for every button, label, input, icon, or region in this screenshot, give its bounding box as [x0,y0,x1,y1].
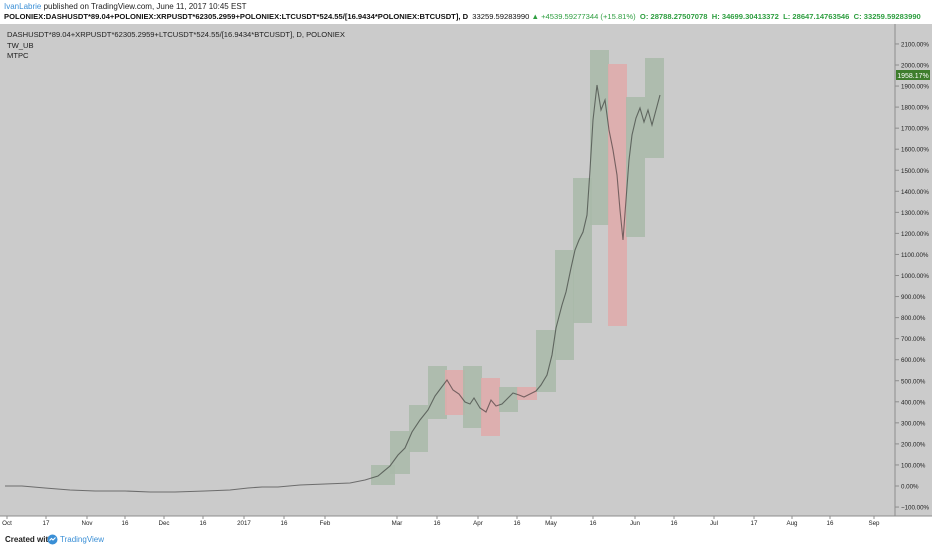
last-value-tag [896,70,930,80]
up-arrow-icon: ▲ [531,12,539,21]
y-tick-label: 1700.00% [901,126,929,133]
y-tick-label: 2100.00% [901,41,929,48]
x-tick-label: 16 [514,520,521,527]
y-tick-label: 700.00% [901,336,926,343]
range-box [445,370,465,415]
x-tick-label: May [545,520,558,527]
y-tick-label: 1400.00% [901,189,929,196]
range-box [590,50,609,225]
y-tick-label: 300.00% [901,420,926,427]
chart-header: IvanLabrie published on TradingView.com,… [0,0,932,24]
created-with-label: Created with [5,535,54,544]
legend-line-2: TW_UB [7,41,34,50]
open-value: O: 28788.27507078 [639,12,708,21]
range-box [536,330,556,392]
y-tick-label: 200.00% [901,441,926,448]
y-tick-label: 1300.00% [901,210,929,217]
range-box [645,58,664,158]
y-tick-label: 1600.00% [901,147,929,154]
x-tick-label: Feb [320,520,331,527]
x-tick-label: 17 [43,520,50,527]
x-tick-label: Mar [392,520,403,527]
x-tick-label: Jul [710,520,718,527]
x-tick-label: 16 [590,520,597,527]
footer: Created with TradingView [0,531,932,550]
last-price: 33259.59283990 [472,12,530,21]
box-layer [371,50,664,485]
y-tick-label: 1100.00% [901,252,929,259]
author-link[interactable]: IvanLabrie [4,2,42,11]
last-value-label: 1958.17% [897,73,929,80]
tradingview-logo-icon [47,534,58,545]
x-tick-label: 16 [434,520,441,527]
plot-background [0,24,895,516]
range-box [463,366,482,428]
axis-label-layer: −100.00% 0.00% 100.00% 200.00% 300.00% 400.00… [2,41,929,527]
x-tick-label: 16 [671,520,678,527]
y-tick-label: 1200.00% [901,231,929,238]
high-value: H: 34699.30413372 [711,12,779,21]
price-change: +4539.59277344 (+15.81%) [541,12,636,21]
y-tick-label: 0.00% [901,484,919,491]
publish-text: published on TradingView.com, June 11, 2… [41,2,247,11]
y-tick-label: 2000.00% [901,63,929,70]
x-tick-label: 17 [751,520,758,527]
range-box [608,64,627,326]
price-path-layer [5,84,661,493]
x-tick-label: Dec [158,520,169,527]
x-tick-label: Jun [630,520,641,527]
price-path [5,84,661,493]
symbol-name: POLONIEX:DASHUSDT*89.04+POLONIEX:XRPUSDT… [4,12,469,21]
x-tick-label: 16 [122,520,129,527]
y-tick-label: 1900.00% [901,84,929,91]
range-box [409,405,428,452]
y-tick-label: 800.00% [901,315,926,322]
close-value: C: 33259.59283990 [853,12,921,21]
y-tick-label: 900.00% [901,294,926,301]
range-box [499,387,518,412]
x-tick-label: 16 [281,520,288,527]
price-chart[interactable]: −100.00% 0.00% 100.00% 200.00% 300.00% 400.00… [0,24,932,530]
x-tick-label: Sep [868,520,880,527]
price-axis-panel [895,24,932,516]
y-tick-label: 500.00% [901,378,926,385]
y-tick-label: 100.00% [901,462,926,469]
range-box [371,465,395,485]
x-tick-label: Apr [473,520,483,527]
range-box [481,378,500,436]
x-tick-label: 16 [827,520,834,527]
y-tick-label: −100.00% [901,505,930,512]
tradingview-brand-link[interactable]: TradingView [60,535,105,544]
y-tick-label: 400.00% [901,399,926,406]
legend-line-3: MTPC [7,51,29,60]
range-box [517,387,537,400]
low-value: L: 28647.14763546 [783,12,850,21]
symbol-line: POLONIEX:DASHUSDT*89.04+POLONIEX:XRPUSDT… [4,12,921,21]
range-box [573,178,592,323]
x-tick-label: 16 [200,520,207,527]
y-tick-label: 600.00% [901,357,926,364]
x-tick-label: Oct [2,520,12,527]
legend-line-1: DASHUSDT*89.04+XRPUSDT*62305.2959+LTCUSD… [7,30,345,39]
x-tick-label: 2017 [237,520,251,527]
publish-info: IvanLabrie published on TradingView.com,… [4,2,247,11]
y-tick-label: 1000.00% [901,273,929,280]
x-tick-label: Aug [786,520,798,527]
y-tick-label: 1800.00% [901,105,929,112]
x-tick-label: Nov [81,520,93,527]
range-box [626,97,645,237]
y-tick-label: 1500.00% [901,168,929,175]
